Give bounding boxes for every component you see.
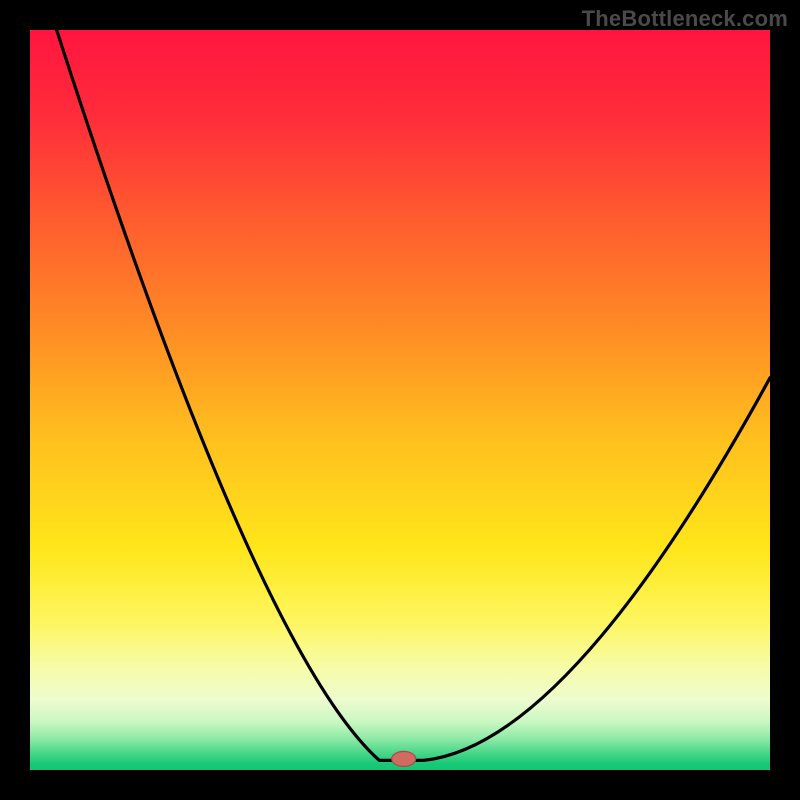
bottleneck-chart [0, 0, 800, 800]
optimal-point-marker [392, 751, 416, 766]
chart-frame: TheBottleneck.com [0, 0, 800, 800]
plot-background [30, 30, 770, 770]
